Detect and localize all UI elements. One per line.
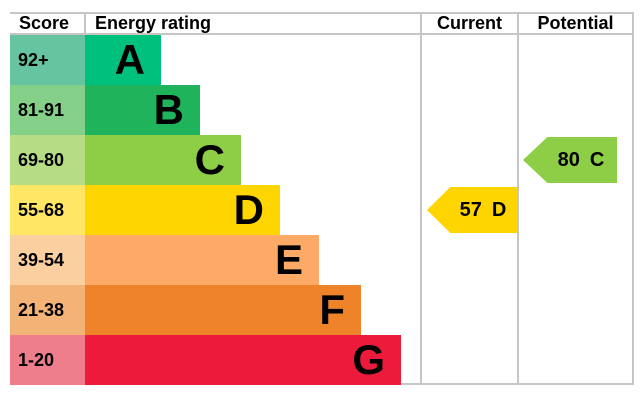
band-bar: B (85, 85, 200, 135)
band-score-cell: 39-54 (10, 235, 85, 285)
band-score-label: 69-80 (18, 149, 65, 170)
current-column-left-divider (420, 12, 422, 385)
band-row-a: 92+ A (10, 35, 161, 85)
current-column-header: Current (436, 13, 502, 33)
band-letter: B (153, 86, 184, 133)
band-score-cell: 55-68 (10, 185, 85, 235)
band-row-f: 21-38 F (10, 285, 361, 335)
band-letter: D (233, 186, 264, 233)
band-bar: C (85, 135, 241, 185)
right-edge-rule (632, 12, 634, 385)
band-letter: A (114, 36, 145, 83)
band-letter: C (194, 136, 225, 183)
current-potential-divider (517, 12, 519, 385)
potential-rating-value: 80 (557, 148, 580, 171)
band-bar: D (85, 185, 280, 235)
band-row-g: 1-20 G (10, 335, 401, 385)
band-row-b: 81-91 B (10, 85, 200, 135)
band-row-e: 39-54 E (10, 235, 319, 285)
band-letter: E (274, 236, 303, 283)
band-bar: G (85, 335, 401, 385)
band-score-cell: 92+ (10, 35, 85, 85)
band-score-cell: 69-80 (10, 135, 85, 185)
header-bottom-rule (10, 33, 634, 35)
band-score-label: 92+ (18, 49, 49, 70)
energy-rating-column-header: Energy rating (95, 13, 212, 33)
potential-rating-letter: C (589, 148, 605, 171)
band-score-label: 39-54 (18, 249, 65, 270)
band-score-label: 1-20 (18, 349, 55, 370)
potential-rating-arrow: 80 C (523, 137, 617, 183)
band-score-label: 55-68 (18, 199, 65, 220)
band-score-cell: 1-20 (10, 335, 85, 385)
band-score-cell: 81-91 (10, 85, 85, 135)
band-bar: E (85, 235, 319, 285)
potential-column-header: Potential (537, 13, 614, 33)
band-score-label: 21-38 (18, 299, 65, 320)
band-letter: G (352, 336, 385, 383)
band-score-cell: 21-38 (10, 285, 85, 335)
top-rule (10, 12, 634, 14)
band-bar: A (85, 35, 161, 85)
band-row-c: 69-80 C (10, 135, 241, 185)
band-letter: F (319, 286, 345, 333)
current-rating-letter: D (491, 198, 507, 221)
current-rating-value: 57 (459, 198, 482, 221)
current-rating-arrow: 57 D (427, 187, 517, 233)
band-bar: F (85, 285, 361, 335)
score-rating-divider (84, 12, 86, 35)
score-column-header: Score (19, 13, 70, 33)
band-score-label: 81-91 (18, 99, 65, 120)
band-row-d: 55-68 D (10, 185, 280, 235)
